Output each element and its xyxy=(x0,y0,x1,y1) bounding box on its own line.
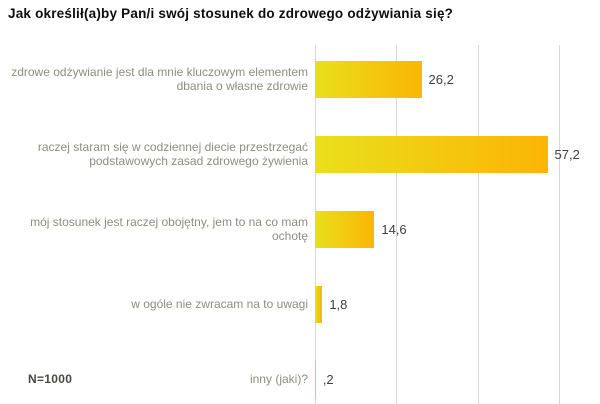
category-label: raczej staram się w codziennej diecie pr… xyxy=(37,139,308,169)
category-label: inny (jaki)? xyxy=(249,371,308,386)
bar xyxy=(315,210,375,248)
gridline xyxy=(396,45,398,404)
value-label: 1,8 xyxy=(329,296,348,312)
gridline xyxy=(558,45,560,404)
sample-size-label: N=1000 xyxy=(28,372,73,386)
category-label: w ogóle nie zwracam na to uwagi xyxy=(131,296,308,311)
bar xyxy=(315,285,323,323)
value-label: 57,2 xyxy=(554,146,580,162)
value-label: 26,2 xyxy=(428,71,454,87)
gridline xyxy=(477,45,479,404)
value-label: ,2 xyxy=(322,371,334,387)
bar xyxy=(315,360,316,398)
category-label: zdrowe odżywianie jest dla mnie kluczowy… xyxy=(11,65,308,94)
chart-title: Jak określił(a)by Pan/i swój stosunek do… xyxy=(8,6,454,21)
bar xyxy=(315,135,548,173)
bar xyxy=(315,60,422,98)
value-label: 14,6 xyxy=(381,221,407,237)
category-label: mój stosunek jest raczej obojętny, jem t… xyxy=(30,214,308,244)
